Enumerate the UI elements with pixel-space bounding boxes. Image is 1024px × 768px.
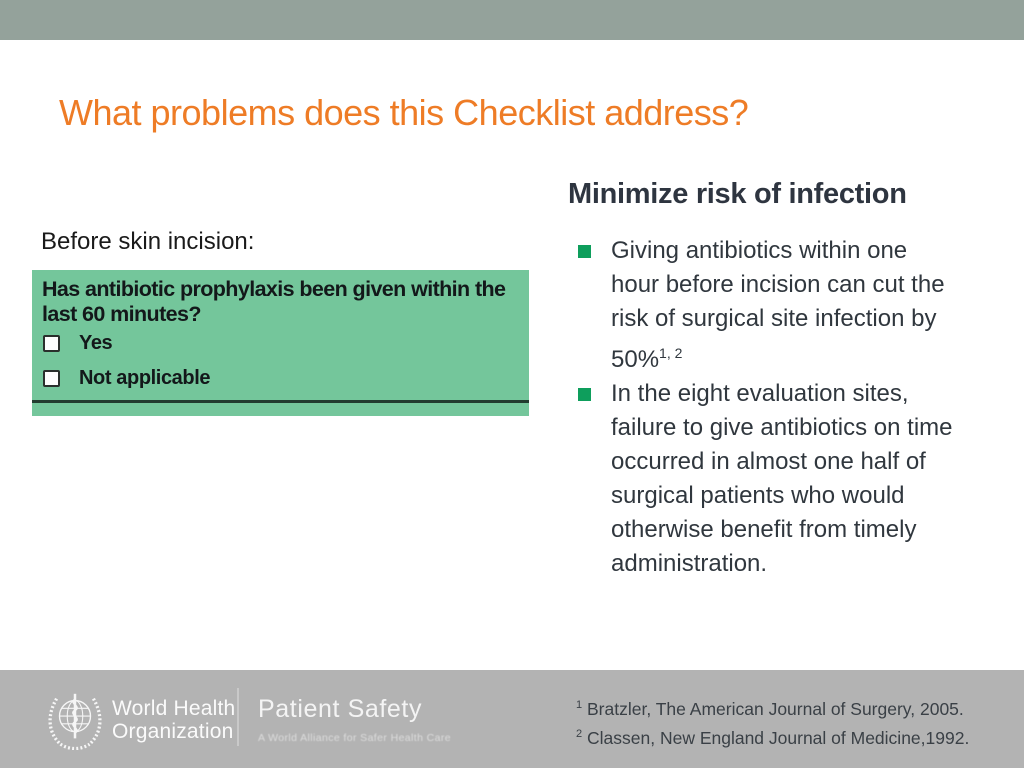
bullet-item: Giving antibiotics within one hour befor… [578, 234, 978, 377]
citation-superscript: 1, 2 [659, 345, 683, 361]
who-wordmark: World Health Organization [112, 697, 235, 743]
checklist-option-not-applicable: Not applicable [43, 367, 210, 390]
bullet-text-body: In the eight evaluation sites, failure t… [611, 380, 953, 577]
yes-checkbox-icon [43, 335, 60, 352]
footer-divider [237, 688, 239, 746]
yes-label: Yes [79, 332, 113, 354]
not-applicable-label: Not applicable [79, 367, 211, 389]
not-applicable-checkbox-icon [43, 370, 60, 387]
square-bullet-icon [578, 388, 591, 401]
who-wordmark-line2: Organization [112, 720, 234, 743]
checklist-divider-line [32, 400, 529, 403]
citation-text: Classen, New England Journal of Medicine… [587, 727, 970, 748]
citation-text: Bratzler, The American Journal of Surger… [587, 698, 964, 719]
bullet-text: In the eight evaluation sites, failure t… [611, 377, 960, 581]
bullet-text: Giving antibiotics within one hour befor… [611, 234, 960, 377]
before-skin-incision-label: Before skin incision: [41, 228, 255, 255]
program-name: Patient Safety [258, 695, 423, 723]
bullet-item: In the eight evaluation sites, failure t… [578, 377, 978, 581]
square-bullet-icon [578, 245, 591, 258]
checklist-excerpt-image: Has antibiotic prophylaxis been given wi… [32, 270, 529, 416]
who-wordmark-line1: World Health [112, 697, 236, 720]
citation-line: 1 Bratzler, The American Journal of Surg… [576, 693, 969, 722]
program-block: Patient Safety A World Alliance for Safe… [258, 695, 451, 744]
program-tagline: A World Alliance for Safer Health Care [258, 732, 452, 744]
bullet-list: Giving antibiotics within one hour befor… [578, 234, 978, 581]
footer-bar: World Health Organization Patient Safety… [0, 670, 1024, 768]
checklist-option-yes: Yes [43, 332, 113, 355]
bullet-text-body: Giving antibiotics within one hour befor… [611, 237, 945, 373]
citations-block: 1 Bratzler, The American Journal of Surg… [576, 693, 969, 751]
citation-line: 2 Classen, New England Journal of Medici… [576, 722, 969, 751]
citation-number: 1 [576, 699, 583, 711]
citation-number: 2 [576, 727, 583, 740]
checklist-question: Has antibiotic prophylaxis been given wi… [42, 277, 506, 326]
top-accent-bar [0, 0, 1024, 40]
section-heading: Minimize risk of infection [568, 178, 907, 210]
who-logo-icon [48, 693, 102, 750]
slide-title: What problems does this Checklist addres… [59, 92, 749, 133]
